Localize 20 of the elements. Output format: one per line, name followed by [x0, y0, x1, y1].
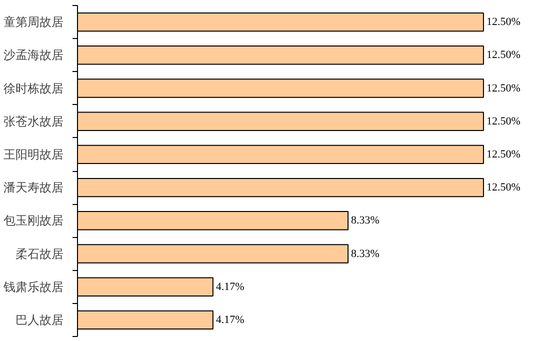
y-tick-label: 包玉刚故居 [4, 214, 64, 228]
y-tick-label: 钱肃乐故居 [2, 280, 64, 294]
y-tick-label: 巴人故居 [16, 312, 64, 327]
y-tick-label: 张苍水故居 [4, 114, 64, 128]
data-label: 4.17% [216, 314, 244, 326]
y-tick-label: 童第周故居 [4, 15, 64, 30]
data-label: 12.50% [486, 182, 520, 194]
y-tick-label: 沙孟海故居 [4, 48, 64, 62]
data-label: 8.33% [351, 248, 380, 260]
y-tick-label: 徐时栋故居 [4, 81, 64, 96]
data-label: 12.50% [486, 115, 520, 128]
data-label: 12.50% [486, 49, 520, 62]
data-label: 4.17% [216, 280, 244, 293]
y-tick-label: 王阳明故居 [4, 147, 64, 162]
y-tick-label: 柔石故居 [16, 246, 64, 261]
data-label: 12.50% [486, 148, 520, 160]
data-label: 12.50% [486, 16, 520, 28]
data-label: 8.33% [351, 214, 380, 227]
data-label: 12.50% [486, 82, 520, 94]
y-tick-label: 潘天寿故居 [4, 180, 64, 195]
